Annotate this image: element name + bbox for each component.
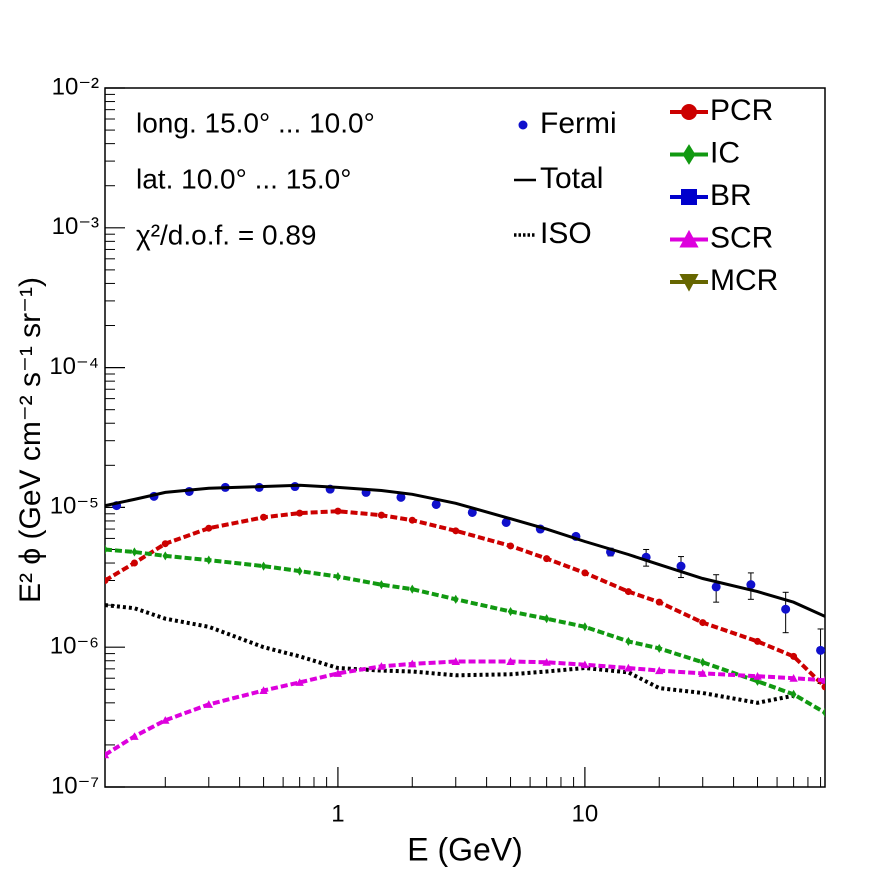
marker — [105, 576, 109, 584]
marker — [679, 274, 699, 292]
marker — [507, 606, 514, 617]
marker — [581, 569, 589, 577]
marker — [754, 637, 762, 645]
legend-label: MCR — [710, 264, 778, 297]
marker — [711, 582, 721, 592]
marker — [451, 657, 460, 666]
marker — [131, 547, 138, 557]
marker — [781, 604, 791, 614]
marker — [205, 524, 213, 532]
marker — [335, 572, 341, 582]
marker — [260, 513, 268, 521]
legend-marker — [518, 120, 528, 130]
marker — [105, 750, 110, 759]
marker — [753, 672, 762, 680]
annotation: long. 15.0° ... 10.0° — [136, 107, 375, 138]
marker — [624, 663, 633, 672]
marker — [789, 674, 798, 682]
legend-label: SCR — [710, 221, 773, 254]
marker — [333, 669, 343, 677]
y-tick-label: 10⁻⁷ — [51, 772, 99, 799]
marker — [624, 588, 632, 596]
annotation: lat. 10.0° ... 15.0° — [136, 163, 351, 194]
marker — [681, 104, 697, 120]
marker — [396, 492, 406, 502]
y-tick-label: 10⁻⁴ — [49, 353, 99, 380]
marker — [699, 657, 706, 667]
marker — [656, 643, 663, 653]
marker — [452, 594, 459, 604]
marker — [259, 686, 268, 695]
x-tick-label: 1 — [331, 800, 344, 827]
marker — [543, 614, 550, 624]
y-tick-label: 10⁻⁶ — [50, 633, 99, 660]
marker — [625, 636, 632, 646]
legend-label: BR — [710, 179, 752, 212]
marker — [506, 657, 515, 666]
marker — [790, 689, 797, 699]
marker — [452, 527, 460, 535]
marker — [130, 559, 138, 567]
legend-label: PCR — [710, 94, 773, 127]
marker — [408, 516, 416, 524]
legend-label: Fermi — [540, 107, 617, 140]
marker — [501, 517, 511, 527]
plot-area — [105, 482, 825, 759]
marker — [580, 660, 590, 669]
marker — [655, 666, 664, 675]
marker — [467, 507, 477, 517]
y-axis-label: E² ϕ (GeV cm⁻² s⁻¹ sr⁻¹) — [14, 277, 47, 603]
marker — [820, 676, 825, 684]
marker — [377, 662, 386, 670]
marker — [260, 561, 267, 571]
marker — [105, 544, 108, 555]
marker — [542, 658, 551, 666]
marker — [378, 580, 385, 590]
marker — [682, 144, 696, 165]
y-tick-label: 10⁻⁵ — [50, 493, 99, 520]
marker — [746, 580, 756, 590]
marker — [790, 652, 798, 660]
marker — [543, 555, 551, 563]
marker — [507, 542, 515, 550]
marker — [161, 540, 169, 548]
marker — [162, 551, 169, 561]
marker — [334, 507, 342, 515]
marker — [204, 700, 213, 708]
marker — [676, 561, 686, 571]
marker — [377, 511, 385, 519]
legend-label: ISO — [540, 217, 592, 250]
marker — [821, 683, 825, 691]
marker — [296, 509, 304, 517]
marker — [822, 708, 825, 718]
marker — [816, 645, 825, 655]
marker — [698, 669, 707, 677]
plot-frame — [104, 87, 826, 788]
marker — [679, 229, 699, 248]
marker — [408, 659, 417, 668]
x-tick-label: 10 — [572, 800, 599, 827]
x-axis-label: E (GeV) — [407, 831, 523, 867]
marker — [205, 555, 212, 565]
marker — [161, 716, 170, 724]
marker — [699, 619, 707, 627]
legend-label: IC — [710, 136, 740, 169]
y-tick-label: 10⁻² — [52, 73, 99, 100]
legend-label: Total — [540, 162, 603, 195]
marker — [681, 189, 697, 205]
marker — [296, 566, 303, 576]
annotation: χ²/d.o.f. = 0.89 — [136, 219, 316, 250]
series-line — [105, 483, 825, 618]
marker — [130, 732, 139, 740]
y-tick-label: 10⁻³ — [52, 213, 99, 240]
series-line — [105, 603, 794, 705]
marker — [655, 598, 663, 606]
marker — [582, 622, 588, 632]
marker — [295, 678, 304, 686]
marker — [431, 499, 441, 509]
marker — [409, 584, 416, 594]
